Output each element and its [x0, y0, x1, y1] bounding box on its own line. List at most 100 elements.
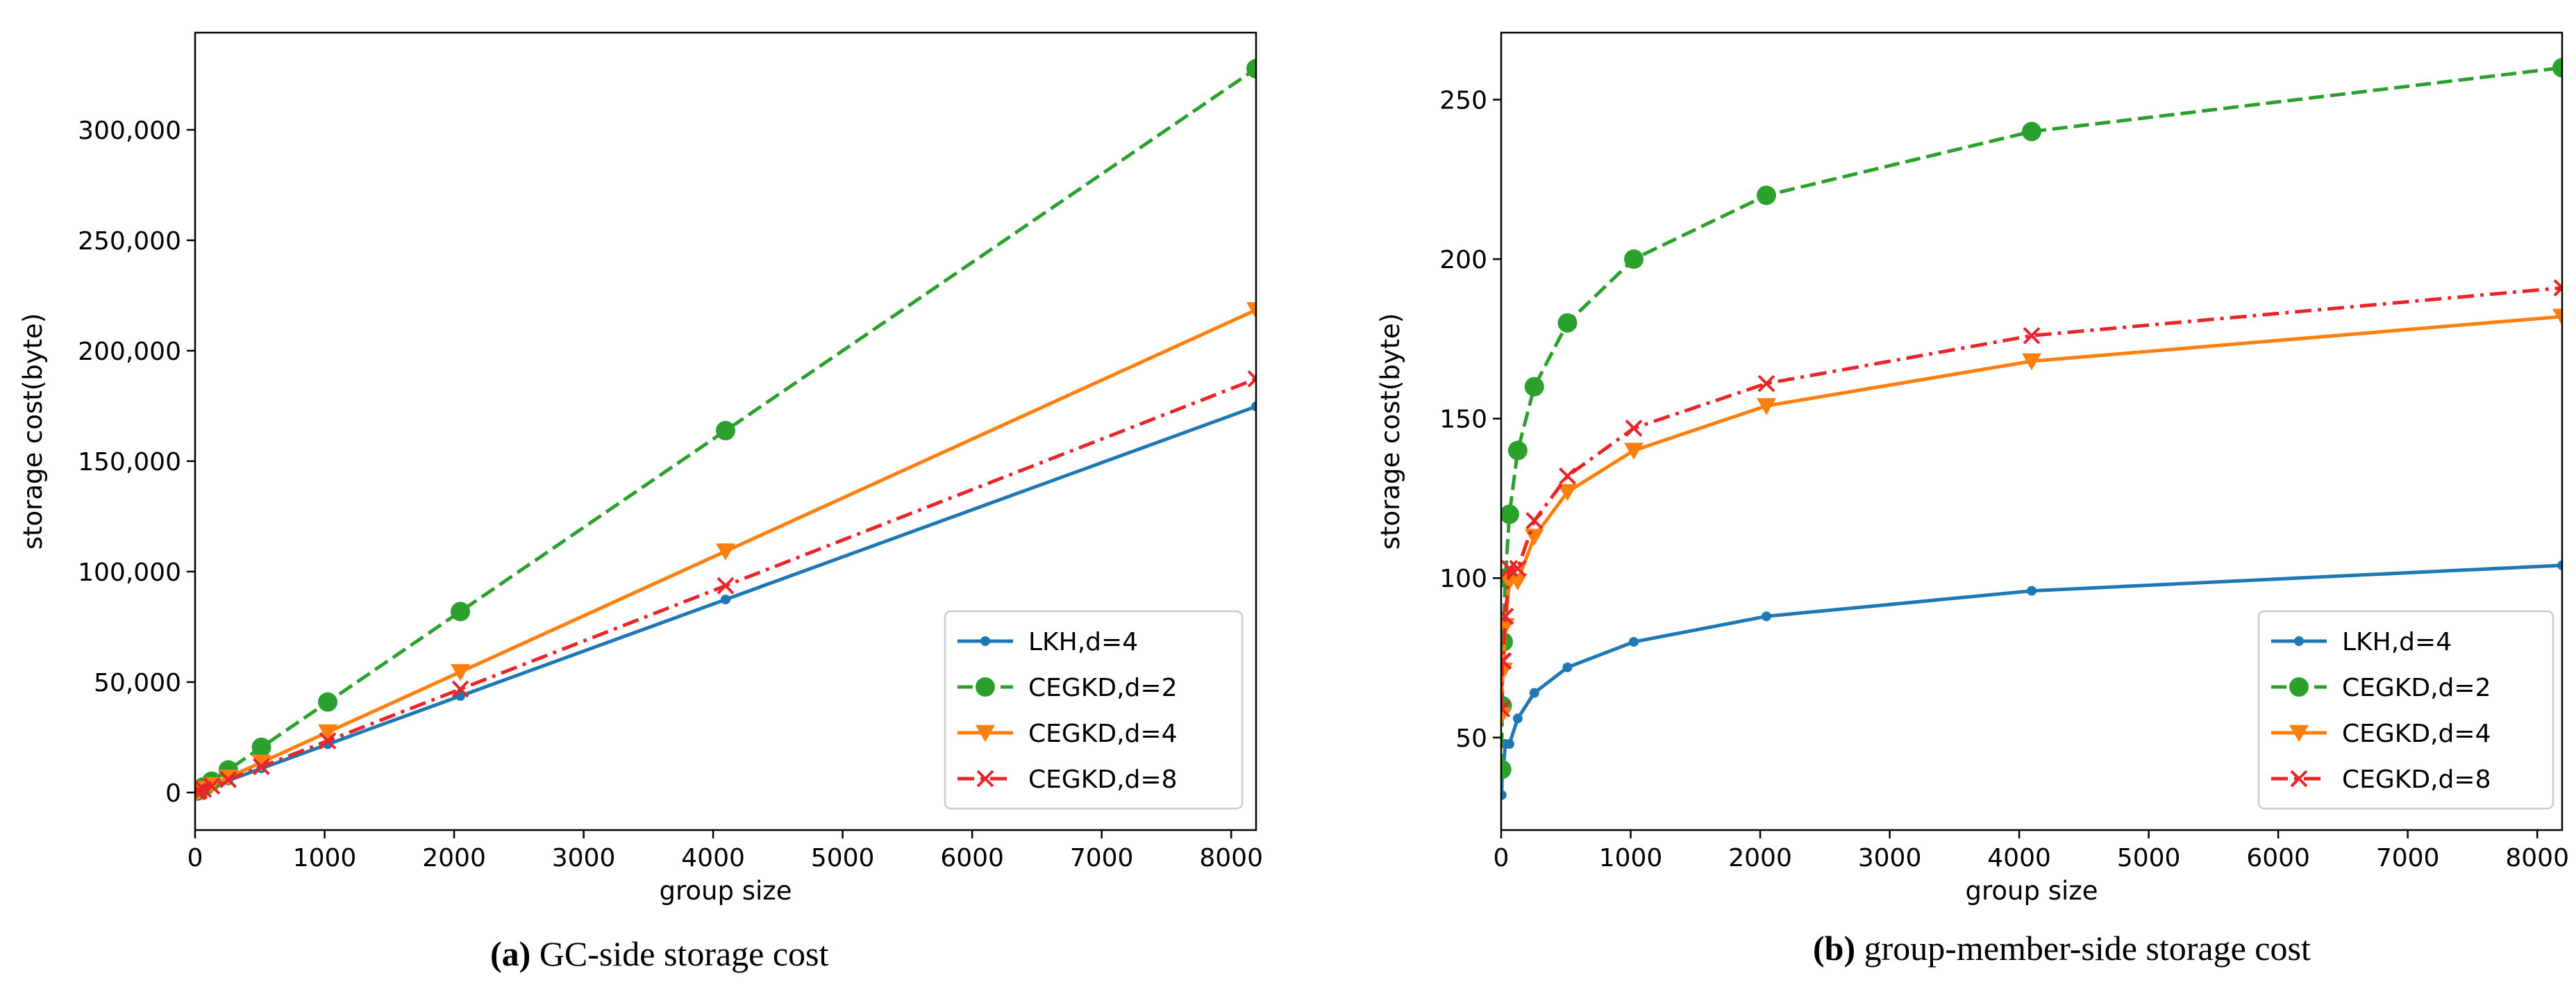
chart-b-series-2-point [2022, 353, 2041, 371]
chart-b-legend-marker-1 [2289, 677, 2309, 697]
chart-b-series-3-point [1509, 560, 1527, 577]
chart-b-series-3-point [1559, 467, 1576, 485]
chart-b-xtick-label: 0 [1494, 844, 1509, 872]
chart-b-series-0-point [1629, 637, 1639, 647]
chart-b-xtick-label: 2000 [1728, 844, 1792, 872]
chart-a-xtick-label: 6000 [940, 844, 1004, 872]
chart-b-axes-frame [1500, 31, 2564, 831]
chart-a-ytick-label: 100,000 [78, 558, 181, 587]
chart-b-series-1-point [1524, 376, 1544, 397]
chart-a-series-0-point [1251, 401, 1256, 412]
chart-b-series-1-point [1501, 504, 1519, 524]
chart-b-ytick-label: 150 [1439, 406, 1487, 434]
chart-b-series-2-point [1757, 398, 1776, 415]
chart-b-ytick-label: 50 [1455, 724, 1487, 753]
chart-b-xlabel: group size [1966, 876, 2098, 906]
chart-a-legend-marker-3 [976, 770, 994, 788]
chart-a-legend-marker-1 [976, 677, 995, 697]
chart-a-axes-frame [194, 31, 1257, 831]
chart-b-legend-box [2257, 610, 2554, 810]
chart-b-legend-label-0: LKH,d=4 [2342, 628, 2452, 656]
chart-a-plot-area [195, 58, 1256, 801]
chart-b-ylabel: storage cost(byte) [1375, 313, 1405, 550]
chart-b-series-1-point [1501, 759, 1512, 779]
chart-b-series-2-point [1557, 484, 1578, 502]
chart-a-legend-label-2: CEGKD,d=4 [1028, 720, 1177, 748]
chart-a-series-0-point [721, 595, 730, 605]
chart-a-series-0-point [455, 690, 465, 701]
chart-a-series-3-point [1247, 370, 1256, 388]
chart-b-series-3-point [2553, 279, 2562, 297]
chart-a-ytick-label: 50,000 [94, 669, 181, 697]
chart-b-series-3-point [2023, 326, 2041, 345]
chart-b-series-1-point [1557, 313, 1578, 333]
caption-a-text: GC-side storage cost [530, 934, 829, 973]
chart-a-series-3-point [219, 770, 237, 788]
chart-b-series-1-point [1624, 249, 1644, 270]
chart-a-xtick-label: 5000 [811, 844, 875, 872]
chart-b-series-0-point [1529, 688, 1539, 698]
caption-b-label: (b) [1813, 929, 1856, 968]
chart-a-series-1-point [716, 420, 735, 440]
chart-b-legend-marker-0 [2294, 636, 2304, 646]
chart-a-ytick-label: 0 [165, 779, 181, 808]
chart-a-series-2-point [1246, 302, 1256, 320]
chart-b-series-1-point [1507, 440, 1528, 461]
chart-a-series-3-point [319, 732, 337, 749]
chart-a-xtick-label: 3000 [552, 844, 616, 872]
chart-b-legend: LKH,d=4 CEGKD,d=2 CEGKD,d=4 CEGKD,d=8 [2257, 610, 2554, 810]
chart-a-xtick-label: 4000 [681, 844, 745, 872]
chart-b-series-0-point [2027, 586, 2036, 596]
chart-a-ytick-label: 250,000 [78, 227, 181, 256]
chart-a-ylabel: storage cost(byte) [18, 313, 48, 550]
chart-a-series-3-point [717, 577, 735, 595]
chart-b-xtick-label: 3000 [1858, 844, 1922, 872]
chart-a-series-1-point [318, 692, 337, 712]
chart-b-series-2-point [1624, 442, 1644, 460]
chart-b-xtick-label: 5000 [2117, 844, 2181, 872]
chart-a-xtick-label: 0 [187, 844, 203, 872]
chart-a-series-2-point [716, 543, 735, 561]
chart-b-series-0-point [2557, 560, 2562, 570]
caption-b-text: group-member-side storage cost [1855, 929, 2311, 968]
chart-b-xtick-label: 8000 [2505, 844, 2569, 872]
chart-a-legend-label-3: CEGKD,d=8 [1028, 765, 1177, 794]
chart-b-series-1-point [2022, 122, 2041, 142]
chart-b-series-3-point [1625, 419, 1643, 437]
chart-b-series-3-point [1501, 652, 1512, 670]
chart-b-series-3-point [1757, 374, 1775, 392]
chart-a-ytick-label: 150,000 [78, 448, 181, 477]
chart-b-xtick-label: 6000 [2246, 844, 2310, 872]
chart-b-plot-area [1501, 58, 2562, 800]
chart-a-series-3-point [195, 782, 208, 800]
chart-b-xtick-label: 4000 [1987, 844, 2051, 872]
chart-b-series-2-point [1507, 573, 1528, 591]
caption-b: (b) group-member-side storage cost [1813, 928, 2311, 968]
chart-b-ytick-label: 100 [1439, 565, 1487, 593]
chart-b-legend-label-2: CEGKD,d=4 [2342, 720, 2491, 748]
chart-a: 0 1000 2000 3000 4000 5000 6000 7000 8000 0 50,000… [18, 31, 1263, 906]
chart-b-ytick-label: 200 [1439, 246, 1487, 274]
chart-b-series-1-point [2552, 58, 2562, 78]
chart-a-legend-marker-2 [976, 724, 995, 743]
chart-a-series-1-point [1246, 58, 1256, 78]
chart-b-legend-label-3: CEGKD,d=8 [2342, 765, 2491, 794]
chart-b-series-0-point [1504, 739, 1514, 749]
chart-b-series-0-point [1501, 790, 1507, 800]
chart-a-series-3-point [451, 680, 469, 698]
caption-a-label: (a) [490, 934, 531, 973]
chart-b-legend-label-1: CEGKD,d=2 [2342, 674, 2491, 702]
chart-b-series-0-point [1512, 713, 1523, 724]
chart-b-xtick-label: 1000 [1599, 844, 1663, 872]
chart-b-series-3-point [1501, 607, 1514, 625]
chart-b-series-3-point [1525, 512, 1544, 529]
chart-b-xtick-label: 7000 [2376, 844, 2440, 872]
chart-b-ytick-label: 250 [1439, 86, 1487, 115]
caption-a: (a) GC-side storage cost [490, 934, 828, 974]
chart-a-xtick-label: 8000 [1199, 844, 1263, 872]
chart-a-xtick-label: 1000 [293, 844, 357, 872]
chart-a-series-2-point [451, 664, 470, 681]
chart-a-series-2-point [318, 724, 337, 742]
